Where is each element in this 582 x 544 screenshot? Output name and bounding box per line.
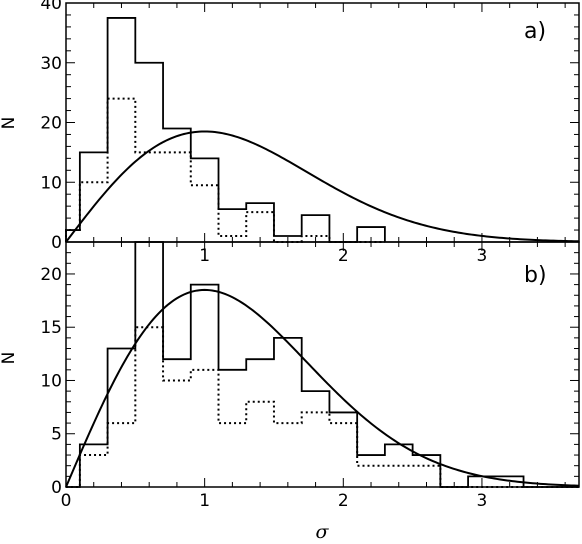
x-tick-label: 1 <box>199 491 210 511</box>
y-tick-label: 40 <box>40 0 62 14</box>
panel-b-ticks: 0 1 2 3 0 5 10 15 20 <box>40 241 579 511</box>
y-tick-label: 30 <box>40 54 62 74</box>
x-tick-label: 0 <box>61 491 72 511</box>
y-tick-label: 10 <box>40 371 62 391</box>
histogram-solid-series <box>65 17 386 243</box>
y-tick-label: 10 <box>40 173 62 193</box>
y-tick-label: 20 <box>40 265 62 285</box>
y-tick-label: 0 <box>51 478 62 498</box>
histogram-dotted-series <box>66 326 579 488</box>
histogram-solid-series <box>66 241 579 488</box>
y-tick-label: 5 <box>51 425 62 445</box>
x-tick-label: 2 <box>338 246 349 266</box>
x-tick-label: 3 <box>477 491 488 511</box>
rayleigh-fit-curve <box>65 130 580 243</box>
panel-a-label: a) <box>524 19 546 44</box>
rayleigh-fit-curve <box>65 288 580 488</box>
histogram-dotted-series <box>65 97 385 243</box>
panel-b-frame <box>65 241 580 488</box>
panel-a-marks <box>65 17 580 243</box>
x-tick-label: 2 <box>338 491 349 511</box>
panel-a-frame <box>65 2 580 243</box>
panel-b-xlabel: σ <box>316 521 330 543</box>
panel-b-ylabel: N <box>0 352 19 365</box>
x-tick-label: 3 <box>477 246 488 266</box>
y-tick-label: 0 <box>51 233 62 253</box>
panel-b: 0 1 2 3 0 5 10 15 20 b) N σ <box>0 241 580 543</box>
panel-a-ylabel: N <box>0 117 19 130</box>
panel-b-label: b) <box>524 263 547 288</box>
y-tick-label: 20 <box>40 114 62 134</box>
x-tick-label: 1 <box>199 246 210 266</box>
y-tick-label: 15 <box>40 318 62 338</box>
panel-b-marks <box>65 241 580 488</box>
